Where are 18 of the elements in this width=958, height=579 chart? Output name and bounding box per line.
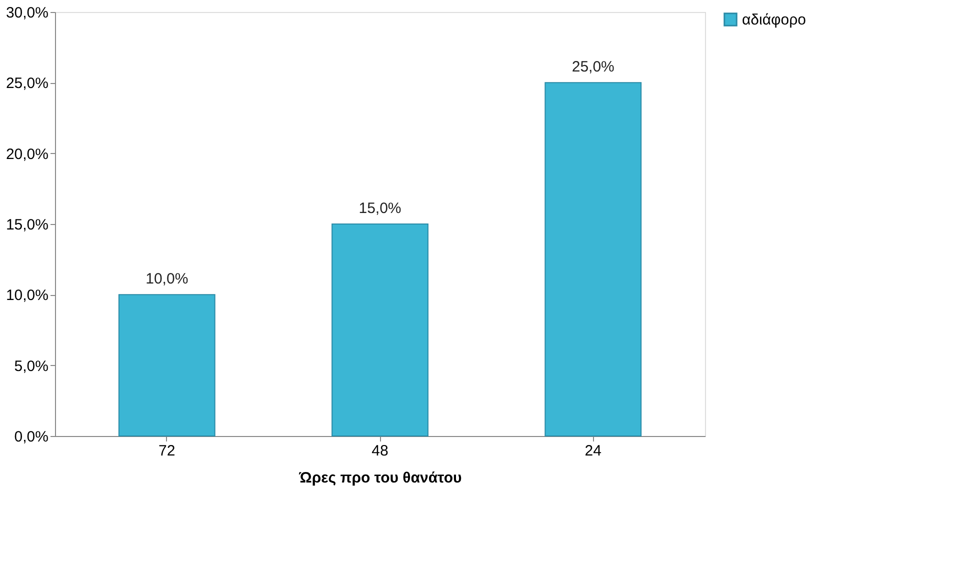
data-label: 15,0% (358, 200, 402, 217)
x-tick-label: 24 (584, 442, 602, 460)
y-tick-label: 10,0% (6, 287, 48, 304)
bar (118, 294, 216, 436)
y-tick-label: 15,0% (6, 216, 48, 234)
data-label: 25,0% (572, 58, 614, 76)
x-tick-label: 72 (158, 442, 176, 460)
y-tick-label: 25,0% (6, 75, 48, 92)
legend-label: αδιάφορο (742, 12, 806, 28)
bar (332, 224, 428, 436)
y-tick-label: 20,0% (6, 146, 48, 163)
x-tick-label: 48 (372, 442, 388, 460)
data-label: 10,0% (146, 270, 188, 288)
y-tick-label: 0,0% (14, 428, 48, 446)
y-tick-label: 30,0% (6, 4, 48, 22)
x-axis-title: Ώρες προ του θανάτου (298, 470, 462, 486)
y-tick-label: 5,0% (14, 358, 48, 375)
bar (544, 82, 642, 436)
